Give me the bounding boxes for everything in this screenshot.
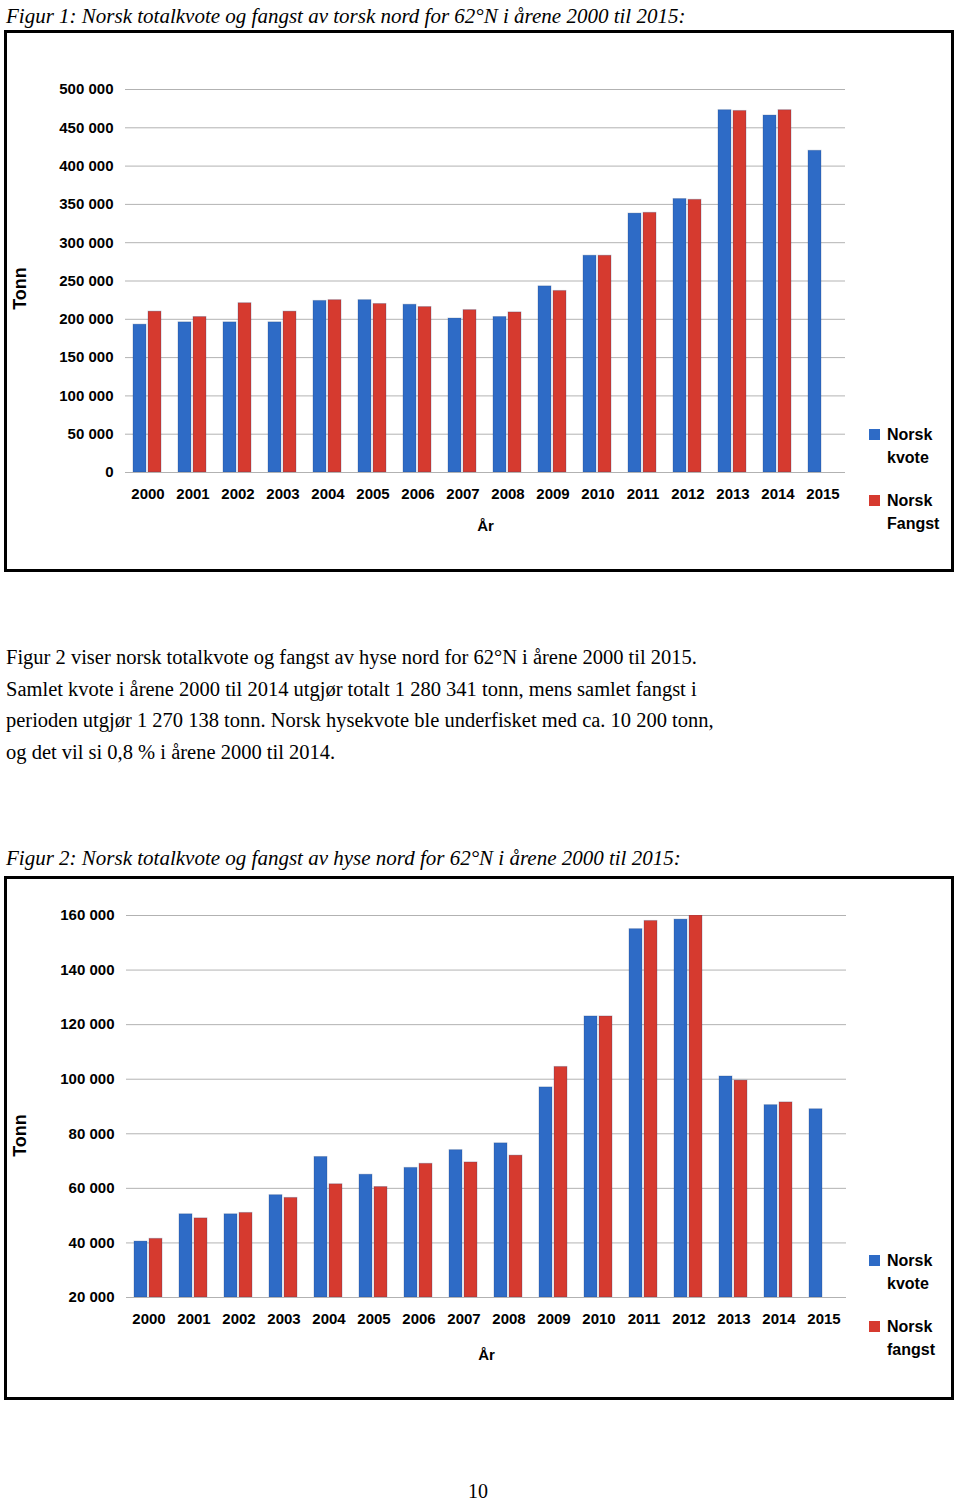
svg-text:2010: 2010 [581,485,614,502]
svg-text:2009: 2009 [537,1310,570,1327]
svg-text:500 000: 500 000 [59,80,113,97]
svg-text:2008: 2008 [491,485,524,502]
html-text:Figur 1: Norsk totalkvote og f: Figur 1: Norsk totalkvote og fangst av t… [6,4,686,28]
svg-text:2001: 2001 [177,1310,210,1327]
svg-text:År: År [478,1346,495,1363]
svg-text:2008: 2008 [492,1310,525,1327]
html-text:Tonn: Tonn [9,1114,30,1157]
html-text:Figur 2 viser norsk totalkvote: Figur 2 viser norsk totalkvote og fangst… [6,646,697,668]
svg-text:År: År [477,517,494,534]
html-text:perioden utgjør 1 270 138 tonn: perioden utgjør 1 270 138 tonn. Norsk hy… [6,709,714,731]
html-text:Figur 2: Norsk totalkvote og f: Figur 2: Norsk totalkvote og fangst av h… [6,846,681,870]
svg-text:2003: 2003 [267,1310,300,1327]
svg-text:80 000: 80 000 [69,1125,115,1142]
svg-text:2001: 2001 [176,485,209,502]
svg-text:2004: 2004 [311,485,345,502]
svg-text:60 000: 60 000 [69,1179,115,1196]
svg-text:2012: 2012 [671,485,704,502]
html-text:Tonn: Tonn [9,267,30,310]
svg-text:2013: 2013 [717,1310,750,1327]
html-text:Samlet kvote i årene 2000 til: Samlet kvote i årene 2000 til 2014 utgjø… [6,677,697,700]
svg-text:100 000: 100 000 [59,387,113,404]
svg-text:2000: 2000 [132,1310,165,1327]
svg-text:2006: 2006 [401,485,434,502]
html-text:Norsk Fangst: Norsk Fangst [887,492,940,532]
svg-text:2000: 2000 [131,485,164,502]
svg-text:40 000: 40 000 [69,1234,115,1251]
svg-text:2005: 2005 [356,485,389,502]
svg-text:2011: 2011 [628,1310,661,1327]
svg-text:0: 0 [105,463,113,480]
svg-text:2006: 2006 [402,1310,435,1327]
html-text:Norsk fangst: Norsk fangst [887,1318,935,1358]
svg-text:2010: 2010 [582,1310,615,1327]
svg-text:2015: 2015 [807,1310,840,1327]
svg-text:400 000: 400 000 [59,157,113,174]
svg-text:20 000: 20 000 [69,1288,115,1305]
svg-text:50 000: 50 000 [68,425,114,442]
svg-text:2007: 2007 [446,485,479,502]
svg-text:2015: 2015 [806,485,839,502]
html-text:10: 10 [468,1480,488,1502]
html-text:Norsk kvote: Norsk kvote [887,1252,933,1292]
svg-text:2014: 2014 [762,1310,796,1327]
html-text:og det vil si 0,8 % i årene 20: og det vil si 0,8 % i årene 2000 til 201… [6,740,336,763]
svg-text:450 000: 450 000 [59,119,113,136]
svg-text:2011: 2011 [627,485,660,502]
svg-text:2009: 2009 [536,485,569,502]
svg-text:100 000: 100 000 [60,1070,114,1087]
svg-text:2003: 2003 [266,485,299,502]
svg-text:2014: 2014 [761,485,795,502]
svg-text:250 000: 250 000 [59,272,113,289]
svg-text:2012: 2012 [672,1310,705,1327]
svg-text:300 000: 300 000 [59,234,113,251]
svg-text:350 000: 350 000 [59,195,113,212]
svg-text:2004: 2004 [312,1310,346,1327]
svg-text:150 000: 150 000 [59,348,113,365]
svg-text:2007: 2007 [447,1310,480,1327]
svg-text:2002: 2002 [222,1310,255,1327]
svg-text:2013: 2013 [716,485,749,502]
svg-text:200 000: 200 000 [59,310,113,327]
svg-text:2005: 2005 [357,1310,390,1327]
svg-text:2002: 2002 [221,485,254,502]
svg-text:120 000: 120 000 [60,1015,114,1032]
svg-text:160 000: 160 000 [60,906,114,923]
svg-text:140 000: 140 000 [60,961,114,978]
html-text:Norsk kvote: Norsk kvote [887,426,933,466]
